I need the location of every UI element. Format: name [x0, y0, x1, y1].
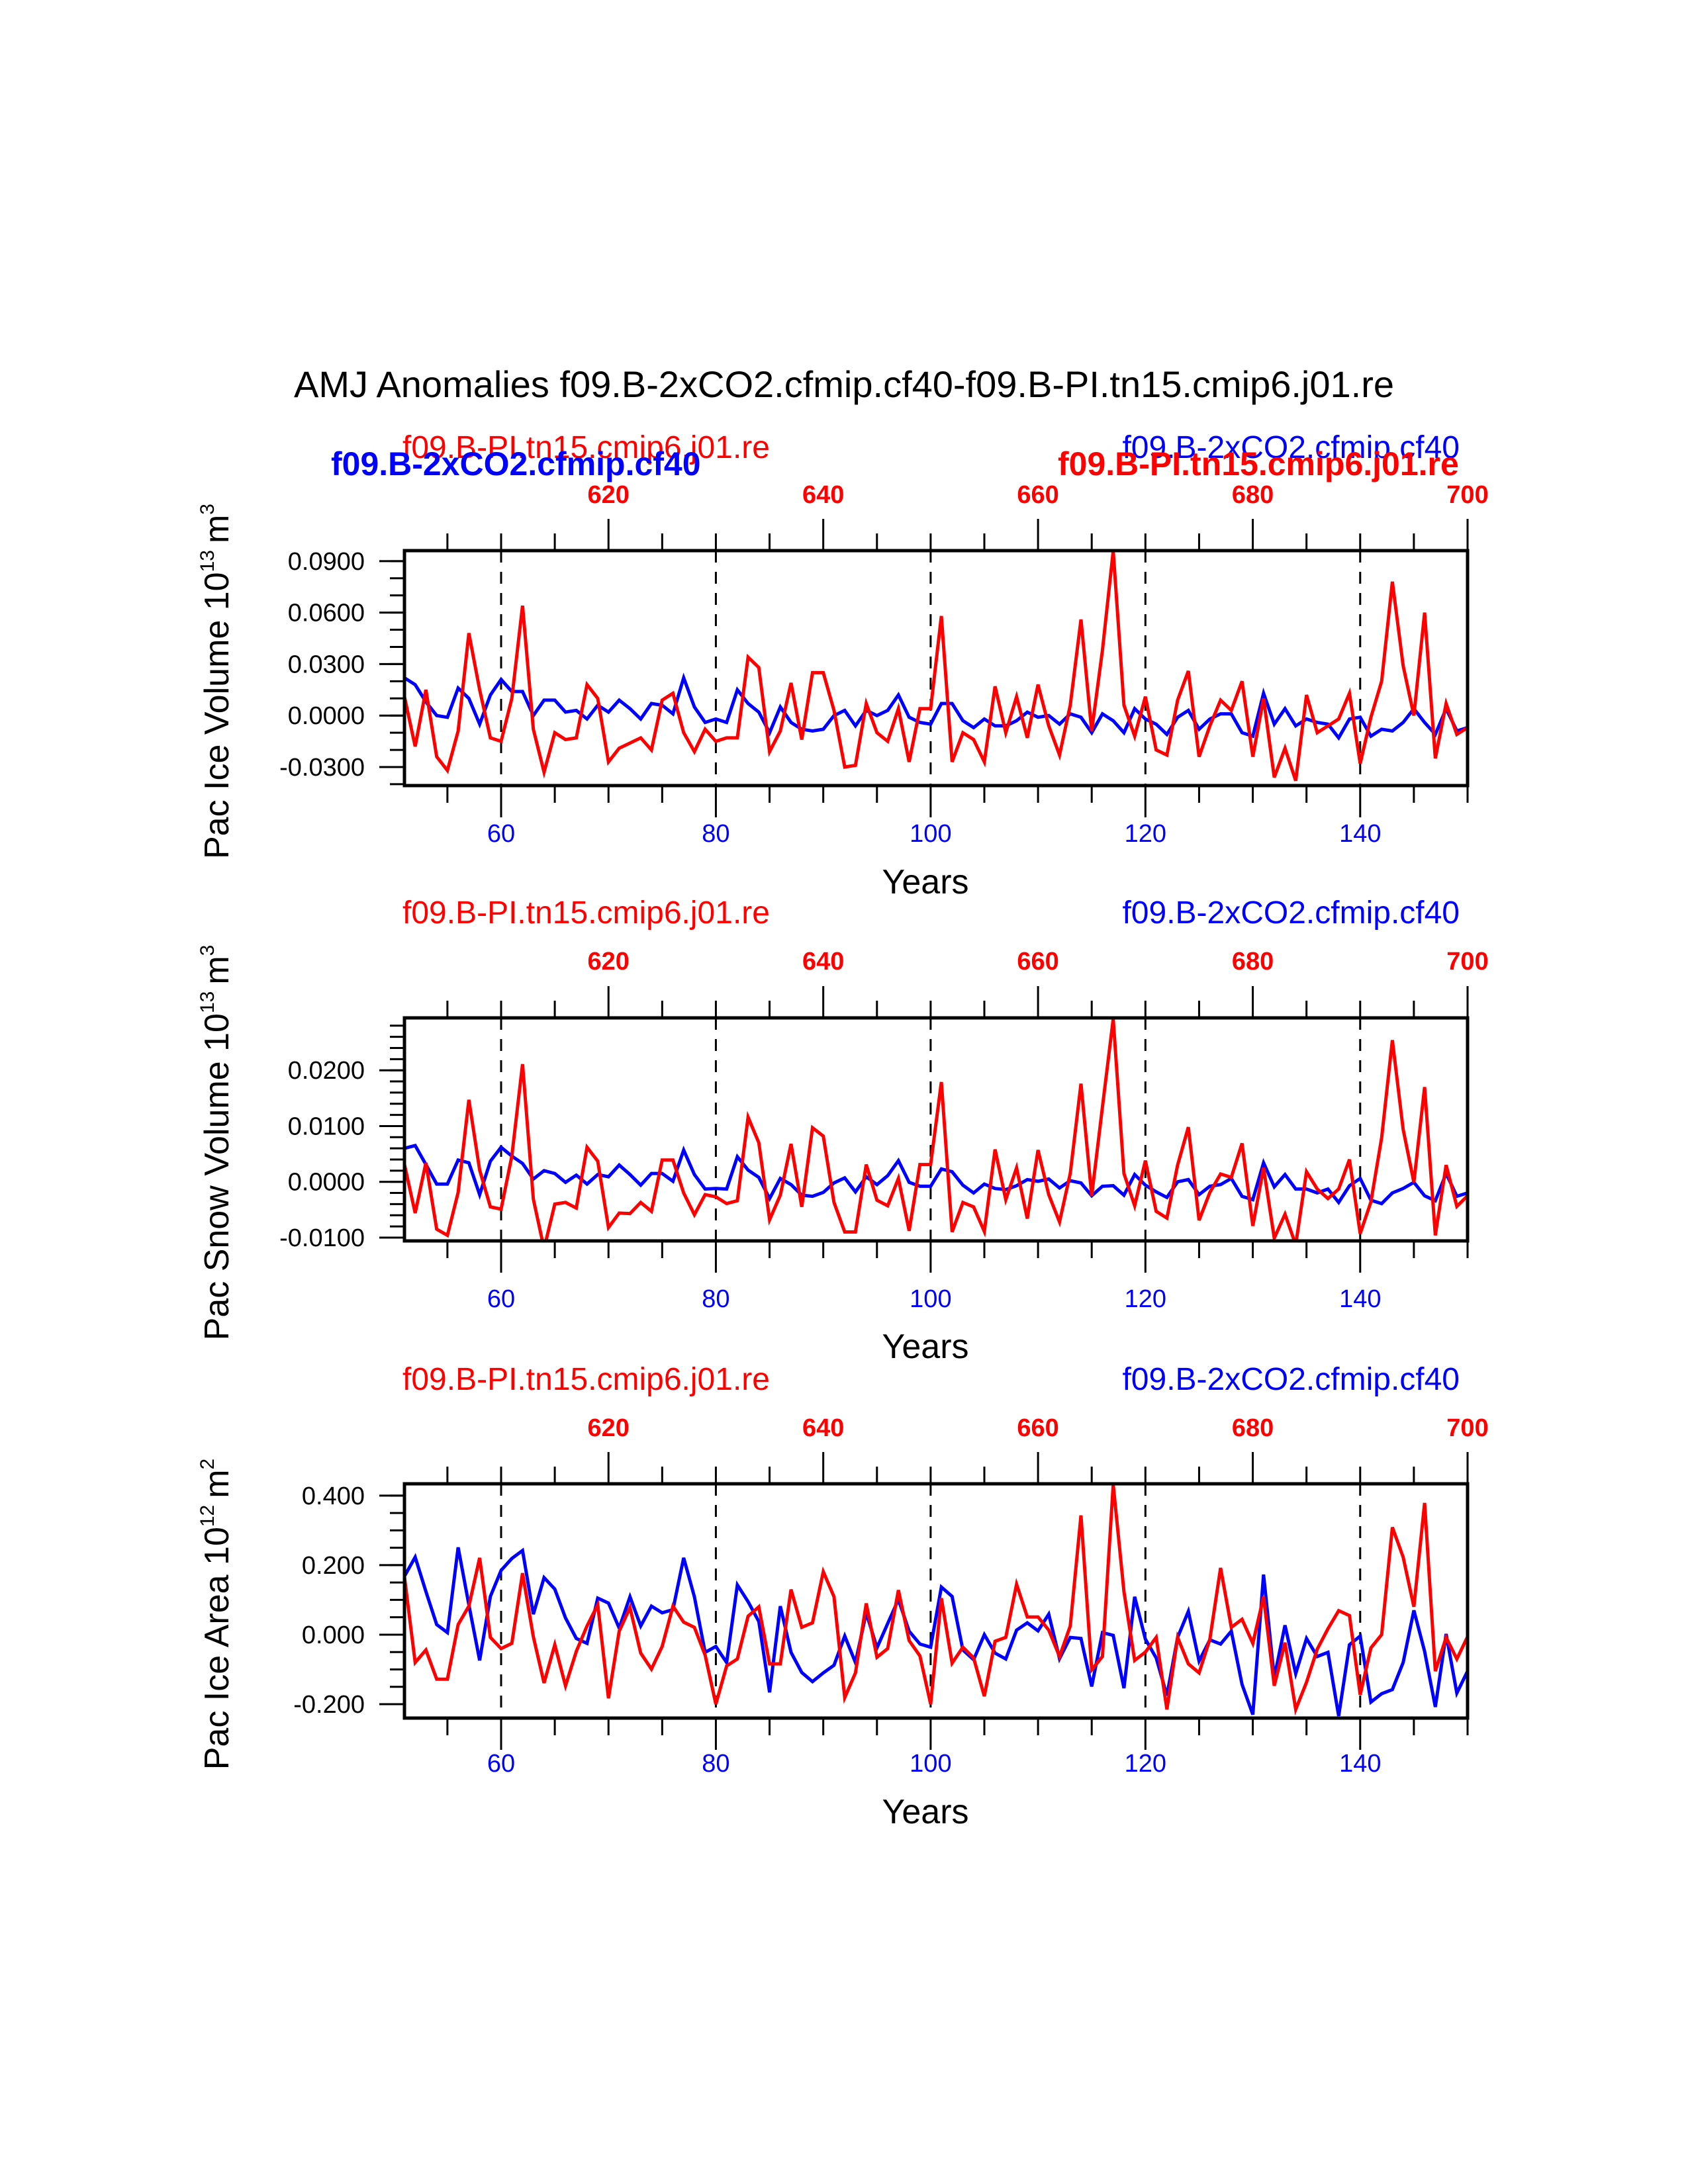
x-tick-label-top: 640: [802, 481, 844, 509]
y-axis-label-text: Pac Ice Area 10: [198, 1527, 236, 1770]
plot-frame: [402, 1016, 1470, 1243]
x-tick-label-top: 680: [1232, 948, 1274, 976]
subtitle-experiment-run: f09.B-2xCO2.cfmip.cf40: [1122, 430, 1460, 465]
y-tick-label: 0.0200: [288, 1057, 365, 1085]
x-tick-label-bottom: 140: [1339, 1285, 1381, 1313]
y-tick-label: 0.0000: [288, 1169, 365, 1197]
y-axis-label: Pac Ice Volume 1013 m3: [197, 504, 236, 859]
y-tick-label: 0.0900: [288, 548, 365, 576]
x-tick-label-top: 640: [802, 1414, 844, 1442]
overlap-label-experiment: f09.B-2xCO2.cfmip.cf40: [331, 445, 701, 482]
x-tick-label-bottom: 100: [910, 1285, 951, 1313]
y-tick-label: 0.0300: [288, 651, 365, 678]
y-axis-label-unit: m: [198, 515, 236, 543]
x-tick-label-top: 660: [1017, 1414, 1058, 1442]
x-tick-label-bottom: 120: [1125, 1285, 1166, 1313]
x-tick-label-top: 700: [1446, 1414, 1488, 1442]
x-tick-label-bottom: 100: [910, 1750, 951, 1778]
y-axis-label: Pac Ice Area 1012 m2: [197, 1459, 236, 1770]
x-axis-label: Years: [882, 863, 968, 901]
y-axis-label-unit: m: [198, 1469, 236, 1498]
plot-frame: [402, 1482, 1470, 1720]
x-tick-label-top: 660: [1017, 481, 1058, 509]
subtitle-control-run: f09.B-PI.tn15.cmip6.j01.re: [402, 430, 770, 465]
y-axis-label-unit-exponent: 3: [197, 504, 218, 515]
y-tick-label: 0.400: [302, 1482, 365, 1510]
y-axis-label-unit-exponent: 3: [197, 945, 218, 956]
y-tick-label: -0.0100: [279, 1224, 365, 1252]
y-tick-label: 0.0000: [288, 702, 365, 730]
x-tick-label-bottom: 100: [910, 820, 951, 848]
y-axis-label-exponent: 13: [197, 550, 218, 572]
series-line-control: [404, 1019, 1468, 1241]
subtitle-experiment-run: f09.B-2xCO2.cfmip.cf40: [1122, 1362, 1460, 1397]
y-tick-label: 0.200: [302, 1552, 365, 1580]
x-tick-label-bottom: 140: [1339, 820, 1381, 848]
x-tick-label-bottom: 80: [702, 820, 729, 848]
y-axis-label-unit-exponent: 2: [197, 1459, 218, 1470]
y-tick-label: -0.200: [293, 1691, 365, 1719]
x-tick-label-top: 660: [1017, 948, 1058, 976]
y-tick-label: 0.0100: [288, 1113, 365, 1140]
x-tick-label-top: 680: [1232, 1414, 1274, 1442]
x-tick-label-bottom: 80: [702, 1750, 729, 1778]
x-tick-label-top: 620: [588, 481, 630, 509]
y-axis-label-exponent: 12: [197, 1505, 218, 1527]
y-axis-label-unit: m: [198, 956, 236, 984]
x-tick-label-top: 680: [1232, 481, 1274, 509]
x-tick-label-top: 640: [802, 948, 844, 976]
series-line-control: [404, 1484, 1468, 1716]
x-tick-label-bottom: 60: [487, 1285, 515, 1313]
x-tick-label-bottom: 120: [1125, 820, 1166, 848]
x-tick-label-top: 700: [1446, 948, 1488, 976]
x-tick-label-bottom: 140: [1339, 1750, 1381, 1778]
x-tick-label-top: 700: [1446, 481, 1488, 509]
series-line-control: [404, 551, 1468, 782]
y-axis-label-text: Pac Snow Volume 10: [198, 1013, 236, 1340]
main-title: AMJ Anomalies f09.B-2xCO2.cfmip.cf40-f09…: [294, 363, 1394, 405]
y-axis-label: Pac Snow Volume 1013 m3: [197, 945, 236, 1341]
x-axis-label: Years: [882, 1328, 968, 1366]
plot-frame: [402, 549, 1470, 788]
x-tick-label-top: 620: [588, 1414, 630, 1442]
y-axis-label-text: Pac Ice Volume 10: [198, 572, 236, 859]
y-tick-label: 0.000: [302, 1621, 365, 1649]
x-tick-label-bottom: 60: [487, 820, 515, 848]
panel-ice-volume: f09.B-PI.tn15.cmip6.j01.re f09.B-2xCO2.cf…: [197, 430, 1489, 901]
x-tick-label-bottom: 120: [1125, 1750, 1166, 1778]
x-tick-label-top: 620: [588, 948, 630, 976]
x-axis-label: Years: [882, 1793, 968, 1831]
y-tick-label: -0.0300: [279, 754, 365, 782]
subtitle-experiment-run: f09.B-2xCO2.cfmip.cf40: [1122, 895, 1460, 931]
subtitle-control-run: f09.B-PI.tn15.cmip6.j01.re: [402, 895, 770, 931]
y-axis-label-exponent: 13: [197, 991, 218, 1013]
x-tick-label-bottom: 80: [702, 1285, 729, 1313]
panel-ice-area: f09.B-PI.tn15.cmip6.j01.re f09.B-2xCO2.cf…: [197, 1362, 1489, 1831]
y-tick-label: 0.0600: [288, 600, 365, 627]
x-tick-label-bottom: 60: [487, 1750, 515, 1778]
overlap-label-control: f09.B-PI.tn15.cmip6.j01.re: [1058, 445, 1459, 482]
subtitle-control-run: f09.B-PI.tn15.cmip6.j01.re: [402, 1362, 770, 1397]
panel-snow-volume: f09.B-PI.tn15.cmip6.j01.re f09.B-2xCO2.cf…: [197, 895, 1489, 1366]
